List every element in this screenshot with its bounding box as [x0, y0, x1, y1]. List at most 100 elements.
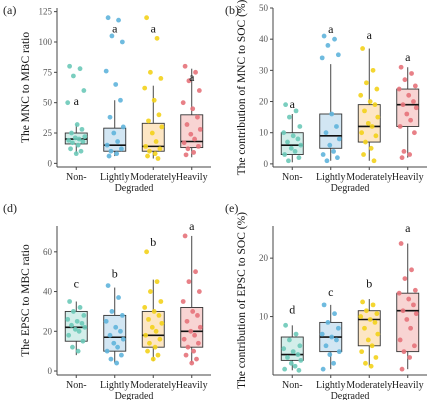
data-point: [293, 108, 299, 114]
data-point: [413, 311, 419, 317]
data-point: [409, 71, 414, 76]
data-point: [281, 346, 287, 352]
data-point: [69, 130, 74, 136]
x-tick-label: Lightly: [316, 172, 345, 183]
data-point: [196, 143, 201, 149]
data-point: [364, 80, 369, 86]
data-point: [104, 142, 110, 148]
data-point: [359, 130, 365, 136]
data-point: [159, 124, 165, 130]
data-point: [287, 337, 292, 343]
data-point: [408, 325, 413, 331]
data-point: [400, 308, 406, 314]
data-point: [334, 124, 339, 129]
data-point: [80, 139, 86, 144]
data-point: [66, 332, 72, 338]
data-point: [190, 309, 196, 314]
data-point: [144, 15, 150, 21]
data-point: [369, 343, 375, 349]
data-point: [145, 153, 150, 159]
data-point: [152, 344, 158, 350]
data-point: [68, 146, 73, 152]
data-point: [319, 331, 325, 337]
data-point: [147, 340, 152, 346]
data-point: [325, 43, 331, 48]
data-point: [368, 363, 374, 369]
data-point: [182, 63, 188, 69]
y-tick-label: 40: [259, 34, 269, 44]
data-point: [183, 152, 189, 158]
data-point: [362, 108, 367, 114]
data-point: [298, 142, 304, 148]
data-point: [327, 142, 333, 148]
x-tick-label: Non-: [66, 172, 87, 183]
significance-letter: a: [290, 97, 296, 111]
significance-letter: a: [151, 21, 157, 35]
data-point: [292, 149, 298, 154]
data-point: [321, 302, 327, 308]
data-point: [292, 363, 298, 369]
data-point: [399, 155, 405, 161]
significance-letter: a: [112, 21, 118, 35]
y-axis-label: The MNC to MBC ratio: [20, 32, 32, 143]
data-point: [408, 117, 413, 123]
data-point: [109, 33, 115, 39]
panel-b: (b) 0 10 20 30 40 50 The contribution of MNC to…: [225, 0, 427, 194]
data-point: [154, 279, 160, 285]
data-point: [406, 296, 412, 302]
data-point: [293, 331, 299, 337]
data-point: [324, 158, 330, 164]
data-point: [148, 289, 153, 294]
data-point: [332, 311, 337, 317]
data-point: [188, 328, 194, 334]
data-point: [158, 299, 164, 304]
y-tick-label: 10: [259, 312, 269, 322]
data-point: [195, 313, 200, 318]
data-point: [142, 85, 148, 91]
data-point: [364, 308, 369, 314]
x-tick-label: Non-: [66, 380, 87, 391]
y-tick-label: 25: [43, 128, 53, 138]
x-group-label: Degraded: [115, 391, 154, 400]
data-point: [80, 338, 86, 344]
data-point: [295, 136, 301, 142]
data-point: [197, 126, 203, 132]
data-point: [361, 152, 366, 157]
data-point: [358, 314, 364, 319]
data-point: [186, 279, 192, 285]
data-point: [70, 140, 75, 146]
data-point: [370, 302, 376, 308]
x-tick-label: Heavily: [176, 172, 208, 183]
data-point: [156, 112, 162, 118]
data-point: [370, 67, 376, 73]
data-point: [407, 355, 413, 360]
data-point: [81, 313, 87, 318]
data-point: [362, 325, 367, 331]
data-point: [75, 348, 81, 354]
data-point: [184, 318, 190, 324]
data-point: [396, 290, 402, 296]
x-tick-label: Moderately: [130, 172, 176, 183]
data-point: [281, 130, 287, 136]
data-point: [151, 97, 157, 103]
significance-letter: b: [366, 276, 372, 290]
data-point: [319, 55, 325, 61]
data-point: [119, 146, 124, 152]
data-point: [77, 66, 83, 72]
data-point: [329, 111, 335, 117]
data-point: [78, 148, 84, 154]
data-point: [77, 305, 83, 310]
data-point: [146, 118, 151, 124]
data-point: [119, 313, 125, 318]
data-point: [65, 316, 71, 322]
data-point: [154, 35, 160, 41]
data-point: [286, 158, 291, 164]
data-point: [143, 143, 149, 149]
data-point: [153, 328, 159, 334]
data-point: [120, 124, 126, 130]
y-tick-label: 20: [43, 326, 53, 336]
data-point: [365, 120, 371, 126]
data-point: [192, 136, 198, 142]
data-point: [142, 305, 148, 310]
panel-e: (e) 10 20 The contribution of EPSC to SOC (…: [225, 201, 427, 400]
